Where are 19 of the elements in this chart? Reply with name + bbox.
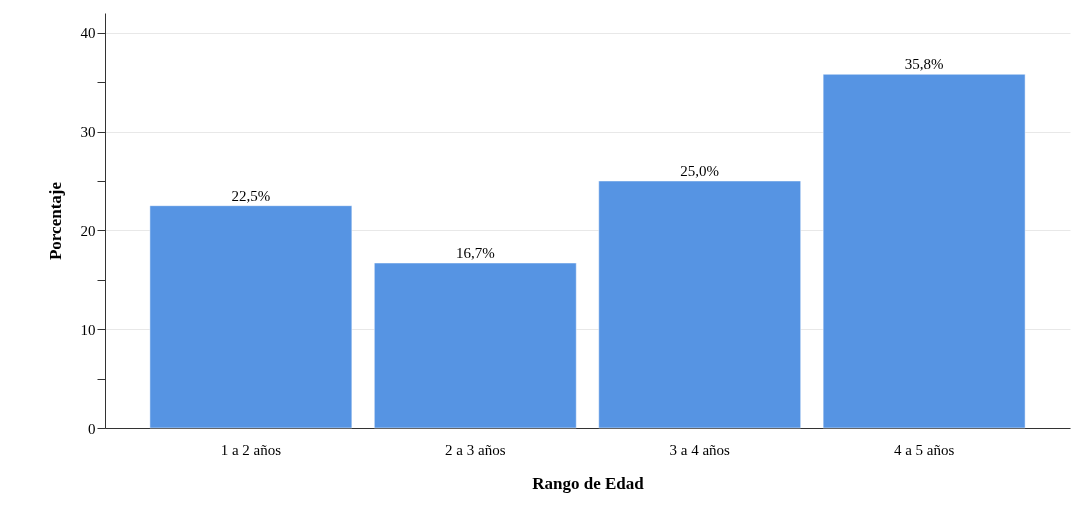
x-tick-label: 4 a 5 años (893, 441, 955, 458)
x-tick-label: 2 a 3 años (445, 441, 506, 458)
bar (374, 262, 577, 429)
y-tick-label: 20 (80, 222, 96, 239)
x-tick-label: 1 a 2 años (220, 441, 282, 458)
bar (598, 180, 801, 429)
y-tick-label: 0 (88, 420, 96, 437)
y-tick-label: 40 (80, 25, 96, 42)
bar (822, 74, 1026, 429)
x-tick-label: 3 a 4 años (669, 441, 731, 458)
y-tick-label: 30 (80, 124, 96, 141)
data-label: 35,8% (904, 56, 944, 73)
y-tick-label: 10 (80, 321, 96, 338)
data-label: 25,0% (680, 162, 720, 179)
data-label: 22,5% (231, 187, 271, 204)
x-axis-title: Rango de Edad (532, 473, 645, 493)
bar (149, 205, 353, 429)
data-label: 16,7% (455, 244, 495, 261)
y-axis-title: Porcentaje (45, 181, 65, 261)
